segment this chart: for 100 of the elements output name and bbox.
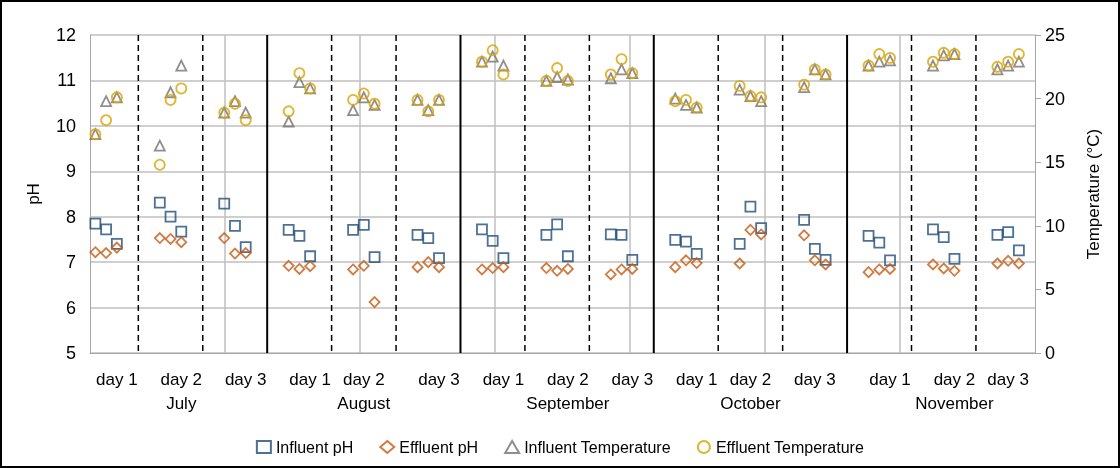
point bbox=[282, 115, 295, 128]
point bbox=[293, 229, 306, 242]
x-tick-label: day 1 bbox=[289, 369, 331, 389]
y-tick-label: 12 bbox=[55, 25, 76, 45]
x-tick-label: day 1 bbox=[482, 369, 525, 389]
point bbox=[1012, 244, 1025, 257]
point bbox=[100, 247, 113, 259]
point bbox=[153, 139, 166, 152]
point bbox=[486, 234, 499, 247]
point bbox=[239, 241, 252, 254]
point bbox=[357, 259, 370, 272]
y-tick-label: 6 bbox=[65, 297, 76, 318]
point bbox=[884, 263, 896, 275]
point bbox=[690, 248, 703, 260]
point bbox=[1002, 254, 1015, 267]
y-tick-label: 8 bbox=[65, 206, 76, 227]
point bbox=[164, 210, 177, 223]
y-tick-label: 7 bbox=[65, 252, 76, 273]
point bbox=[808, 254, 821, 267]
point bbox=[615, 228, 628, 241]
point bbox=[551, 264, 564, 277]
x-tick-label: day 2 July bbox=[160, 369, 203, 413]
point bbox=[422, 256, 435, 269]
point bbox=[927, 59, 939, 72]
x-tick-label: day 3 bbox=[794, 369, 836, 389]
point bbox=[229, 247, 241, 260]
point bbox=[927, 258, 939, 271]
point bbox=[615, 263, 628, 276]
y2-tick-label: 10 bbox=[1045, 215, 1066, 236]
point bbox=[347, 263, 359, 276]
y-tick-label: 10 bbox=[55, 115, 76, 136]
point bbox=[615, 63, 628, 76]
y-tick-label: 5 bbox=[65, 343, 76, 363]
point bbox=[540, 262, 553, 274]
legend-label: Influent Temperature bbox=[524, 438, 671, 456]
legend-label: Effluent pH bbox=[399, 438, 479, 456]
point bbox=[218, 232, 231, 244]
point bbox=[218, 197, 231, 210]
point bbox=[164, 233, 177, 245]
point bbox=[927, 55, 939, 68]
point bbox=[100, 114, 113, 127]
point bbox=[680, 93, 692, 106]
point bbox=[680, 99, 692, 111]
x-tick-label: day 2 October bbox=[720, 369, 781, 413]
point bbox=[89, 217, 102, 230]
x-tick-label: day 1 bbox=[869, 369, 911, 389]
point bbox=[604, 68, 617, 81]
point bbox=[175, 82, 188, 95]
point bbox=[100, 95, 113, 108]
point bbox=[873, 236, 886, 249]
y-tick-label: 11 bbox=[57, 70, 76, 91]
point bbox=[497, 261, 510, 274]
point bbox=[669, 261, 682, 274]
point bbox=[411, 228, 424, 241]
point bbox=[282, 259, 295, 272]
point bbox=[497, 59, 510, 72]
point bbox=[1012, 257, 1025, 270]
point bbox=[347, 104, 359, 116]
y2-tick-label: 25 bbox=[1045, 25, 1066, 45]
point bbox=[669, 233, 682, 246]
x-tick-label: day 1 bbox=[96, 369, 138, 389]
point bbox=[819, 258, 832, 271]
y-tick-label: 9 bbox=[65, 161, 76, 182]
point bbox=[433, 261, 445, 274]
legend-label: Influent pH bbox=[275, 438, 354, 456]
point bbox=[991, 257, 1004, 270]
point bbox=[89, 246, 102, 259]
point bbox=[164, 93, 177, 106]
x-tick-label: day 2 September bbox=[526, 369, 610, 413]
point bbox=[948, 264, 961, 277]
point bbox=[540, 228, 553, 241]
y2-axis-title: Temperature (°C) bbox=[1084, 128, 1103, 260]
point bbox=[937, 231, 950, 244]
point bbox=[164, 86, 177, 99]
point bbox=[551, 218, 564, 231]
y-axis-title: pH bbox=[24, 183, 43, 205]
point bbox=[948, 253, 961, 265]
point bbox=[153, 158, 166, 171]
x-tick-label: day 1 bbox=[675, 369, 718, 389]
point bbox=[347, 93, 359, 106]
y2-tick-label: 5 bbox=[1045, 279, 1056, 300]
point bbox=[690, 257, 703, 269]
point bbox=[1002, 59, 1015, 72]
point bbox=[110, 238, 123, 250]
point bbox=[873, 48, 886, 60]
point bbox=[422, 232, 435, 244]
point bbox=[304, 250, 317, 263]
point bbox=[368, 251, 381, 264]
point bbox=[680, 254, 692, 267]
point bbox=[110, 241, 123, 254]
point bbox=[873, 263, 886, 276]
point bbox=[1002, 226, 1015, 239]
point bbox=[229, 219, 241, 232]
point bbox=[604, 72, 617, 85]
point bbox=[604, 228, 617, 241]
point bbox=[368, 296, 381, 309]
point bbox=[733, 257, 746, 270]
point bbox=[551, 71, 564, 83]
point bbox=[476, 223, 488, 236]
point bbox=[744, 223, 757, 236]
